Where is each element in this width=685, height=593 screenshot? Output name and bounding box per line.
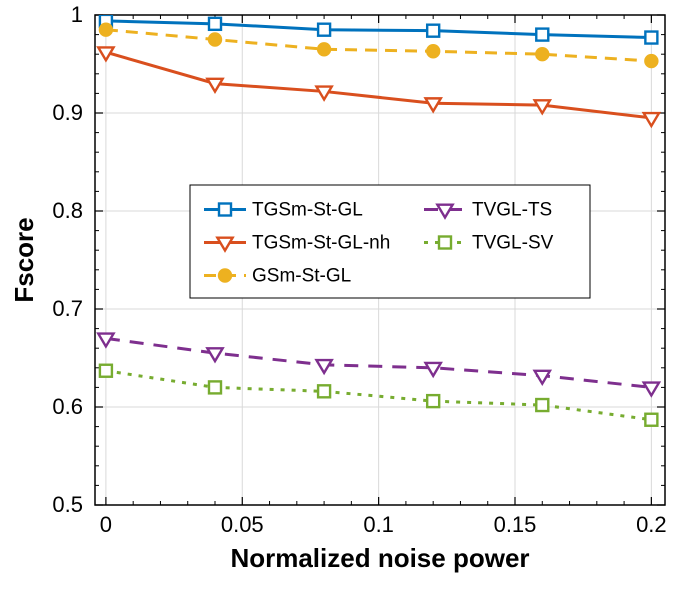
- legend-label-gsm-st-gl: GSm-St-GL: [252, 266, 351, 287]
- legend-label-tvgl-sv: TVGL-SV: [472, 233, 554, 254]
- ytick-label: 0.5: [52, 492, 83, 517]
- legend-label-tvgl-ts: TVGL-TS: [472, 200, 552, 221]
- x-axis-label: Normalized noise power: [230, 543, 529, 573]
- xtick-label: 0.1: [363, 512, 394, 537]
- legend-label-tgsm-st-gl-nh: TGSm-St-GL-nh: [252, 233, 390, 254]
- legend: TGSm-St-GL TVGL-TS TGSm-St-GL-nh TVGL-SV GSm…: [190, 185, 590, 298]
- line-chart: 0 0.05 0.1 0.15 0.2 0.5 0.6 0.7 0.8 0.9 1 Normalize…: [0, 0, 685, 593]
- ytick-label: 0.7: [52, 296, 83, 321]
- chart-container: 0 0.05 0.1 0.15 0.2 0.5 0.6 0.7 0.8 0.9 1 Normalize…: [0, 0, 685, 593]
- ytick-label: 0.8: [52, 198, 83, 223]
- legend-label-tgsm-st-gl: TGSm-St-GL: [252, 200, 363, 221]
- ytick-label: 0.9: [52, 100, 83, 125]
- ytick-label: 1: [71, 2, 83, 27]
- xtick-label: 0: [100, 512, 112, 537]
- xtick-label: 0.2: [636, 512, 667, 537]
- xtick-label: 0.05: [221, 512, 264, 537]
- y-axis-label: Fscore: [9, 217, 39, 302]
- xtick-label: 0.15: [494, 512, 537, 537]
- ytick-label: 0.6: [52, 394, 83, 419]
